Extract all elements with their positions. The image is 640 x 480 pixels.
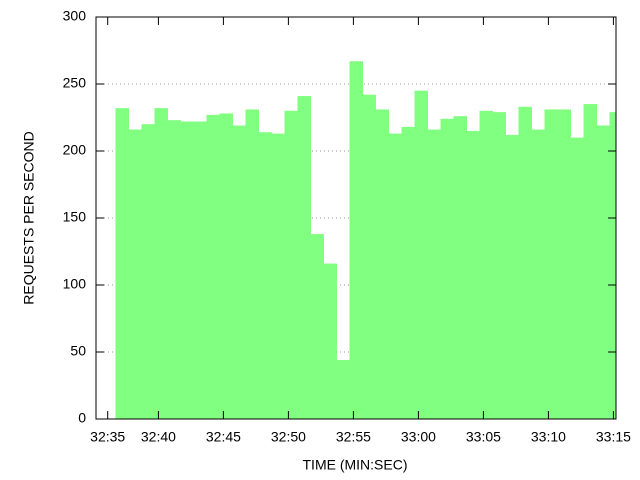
bar [349, 61, 363, 419]
bar [167, 120, 181, 419]
y-tick-label: 250 [63, 75, 87, 91]
bar [219, 113, 233, 419]
bar [336, 360, 350, 419]
bars [115, 61, 616, 419]
y-tick-label: 0 [78, 410, 86, 426]
bar [128, 129, 142, 419]
y-tick-label: 50 [70, 343, 86, 359]
y-axis-label: REQUESTS PER SECOND [21, 131, 37, 304]
bar [206, 114, 220, 419]
bar [440, 118, 454, 419]
x-axis-label: TIME (MIN:SEC) [303, 457, 408, 473]
bar [466, 130, 480, 419]
bar [557, 109, 571, 419]
bar [544, 109, 558, 419]
bar [310, 234, 324, 419]
bar [375, 109, 389, 419]
y-tick-label: 150 [63, 209, 87, 225]
y-tick-label: 300 [63, 8, 87, 24]
bar [492, 112, 506, 419]
bar [479, 110, 493, 419]
bar [583, 104, 597, 419]
x-tick-label: 33:00 [401, 429, 436, 445]
bar [531, 129, 545, 419]
bar [596, 125, 610, 419]
x-tick-label: 33:10 [531, 429, 566, 445]
bar [427, 129, 441, 419]
bar [271, 133, 285, 419]
x-tick-label: 32:45 [206, 429, 241, 445]
x-tick-label: 32:55 [336, 429, 371, 445]
bar [154, 108, 168, 419]
plot-frame [95, 16, 617, 420]
bar [245, 109, 259, 419]
bar [453, 116, 467, 419]
bar [284, 110, 298, 419]
y-tick-label: 100 [63, 276, 87, 292]
bar [609, 112, 616, 419]
bar [193, 121, 207, 419]
bar [297, 96, 311, 419]
x-tick-label: 32:35 [90, 429, 125, 445]
bar [414, 90, 428, 419]
axes: 0 50 100 150 200 250 300 32:35 32:40 32:45 32:50 32… [63, 8, 631, 445]
bar [362, 94, 376, 419]
x-tick-label: 32:50 [271, 429, 306, 445]
bar [401, 126, 415, 419]
bar [518, 106, 532, 419]
bar [141, 124, 155, 419]
x-tick-label: 33:05 [466, 429, 501, 445]
bar [388, 133, 402, 419]
bar [258, 132, 272, 419]
bar [232, 125, 246, 419]
bar [115, 108, 129, 419]
x-tick-label: 33:15 [596, 429, 631, 445]
bar [323, 263, 337, 419]
bar [505, 134, 519, 419]
bar [180, 121, 194, 419]
y-tick-label: 200 [63, 142, 87, 158]
x-tick-label: 32:40 [141, 429, 176, 445]
bar [570, 137, 584, 419]
